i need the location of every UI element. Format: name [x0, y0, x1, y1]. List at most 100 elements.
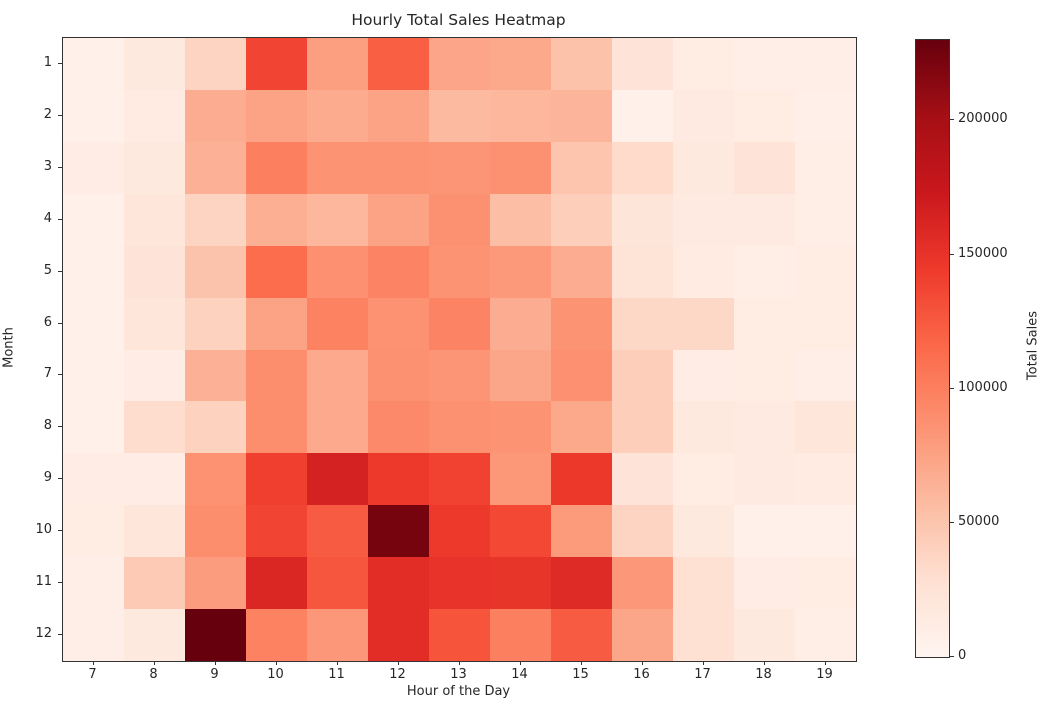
- heatmap-cell: [185, 349, 246, 402]
- heatmap-cell: [795, 453, 856, 506]
- heatmap-cell: [551, 89, 612, 142]
- heatmap-cell: [185, 193, 246, 246]
- heatmap-cell: [612, 453, 673, 506]
- heatmap-plot: [62, 37, 857, 662]
- y-tick-mark: [58, 114, 62, 116]
- heatmap-cell: [612, 89, 673, 142]
- heatmap-cell: [429, 401, 490, 454]
- y-tick-mark: [58, 218, 62, 220]
- heatmap-cell: [307, 297, 368, 350]
- heatmap-cell: [551, 401, 612, 454]
- x-tick-label: 8: [149, 667, 158, 682]
- heatmap-cell: [185, 38, 246, 90]
- heatmap-cell: [63, 453, 124, 506]
- heatmap-cell: [490, 141, 551, 194]
- heatmap-cell: [612, 401, 673, 454]
- heatmap-cell: [490, 401, 551, 454]
- heatmap-cell: [124, 349, 185, 402]
- y-tick-label: 1: [43, 54, 52, 70]
- heatmap-cell: [63, 141, 124, 194]
- heatmap-cell: [246, 38, 307, 90]
- heatmap-cell: [551, 557, 612, 610]
- x-tick-label: 15: [572, 667, 589, 682]
- heatmap-cell: [63, 401, 124, 454]
- heatmap-cell: [429, 505, 490, 558]
- x-tick-mark: [702, 661, 704, 665]
- colorbar: [915, 39, 950, 658]
- heatmap-cell: [551, 141, 612, 194]
- heatmap-cell: [63, 193, 124, 246]
- heatmap-cell: [612, 349, 673, 402]
- heatmap-cell: [429, 89, 490, 142]
- heatmap-cell: [612, 297, 673, 350]
- heatmap-cell: [124, 245, 185, 298]
- x-tick-label: 7: [88, 667, 97, 682]
- heatmap-cell: [612, 505, 673, 558]
- heatmap-cell: [368, 297, 429, 350]
- heatmap-cell: [429, 297, 490, 350]
- heatmap-cell: [673, 453, 734, 506]
- heatmap-cell: [734, 193, 795, 246]
- heatmap-cell: [612, 609, 673, 661]
- heatmap-cell: [673, 609, 734, 661]
- heatmap-cell: [368, 505, 429, 558]
- heatmap-cell: [734, 349, 795, 402]
- colorbar-tick-mark: [950, 253, 954, 255]
- heatmap-cell: [490, 453, 551, 506]
- heatmap-cell: [63, 505, 124, 558]
- x-tick-mark: [458, 661, 460, 665]
- heatmap-cell: [63, 245, 124, 298]
- heatmap-cell: [185, 609, 246, 661]
- y-tick-label: 5: [43, 262, 52, 278]
- colorbar-tick-mark: [950, 656, 954, 657]
- heatmap-cell: [795, 245, 856, 298]
- y-tick-mark: [58, 634, 62, 636]
- heatmap-cell: [429, 453, 490, 506]
- y-tick-label: 3: [43, 158, 52, 174]
- heatmap-cell: [246, 557, 307, 610]
- heatmap-cell: [490, 349, 551, 402]
- heatmap-cell: [368, 89, 429, 142]
- x-tick-label: 12: [389, 667, 406, 682]
- colorbar-label: Total Sales: [1025, 310, 1041, 380]
- heatmap-cell: [734, 89, 795, 142]
- heatmap-cell: [124, 38, 185, 90]
- heatmap-cell: [551, 38, 612, 90]
- y-tick-label: 8: [43, 418, 52, 434]
- y-tick-label: 4: [43, 210, 52, 226]
- colorbar-tick-mark: [950, 387, 954, 389]
- heatmap-cell: [124, 297, 185, 350]
- heatmap-cell: [490, 557, 551, 610]
- heatmap-cell: [673, 349, 734, 402]
- heatmap-cell: [246, 453, 307, 506]
- heatmap-cell: [795, 505, 856, 558]
- heatmap-cell: [246, 245, 307, 298]
- heatmap-cell: [673, 245, 734, 298]
- heatmap-cell: [490, 38, 551, 90]
- heatmap-cell: [124, 453, 185, 506]
- heatmap-cell: [551, 297, 612, 350]
- colorbar-tick-label: 50000: [958, 513, 1000, 529]
- heatmap-cell: [307, 401, 368, 454]
- heatmap-cell: [734, 557, 795, 610]
- heatmap-cell: [734, 245, 795, 298]
- colorbar-tick-label: 0: [958, 648, 967, 663]
- heatmap-cell: [124, 401, 185, 454]
- heatmap-cell: [124, 89, 185, 142]
- heatmap-cell: [429, 245, 490, 298]
- y-tick-mark: [58, 530, 62, 532]
- heatmap-cell: [368, 453, 429, 506]
- x-tick-label: 11: [328, 667, 345, 682]
- x-tick-mark: [824, 661, 826, 665]
- y-tick-mark: [58, 62, 62, 64]
- heatmap-cell: [734, 297, 795, 350]
- y-tick-label: 10: [35, 522, 52, 538]
- heatmap-cell: [368, 349, 429, 402]
- heatmap-cell: [673, 401, 734, 454]
- x-tick-label: 18: [755, 667, 772, 682]
- heatmap-cell: [368, 401, 429, 454]
- x-tick-mark: [153, 661, 155, 665]
- heatmap-cell: [734, 141, 795, 194]
- heatmap-cell: [307, 193, 368, 246]
- heatmap-cell: [551, 505, 612, 558]
